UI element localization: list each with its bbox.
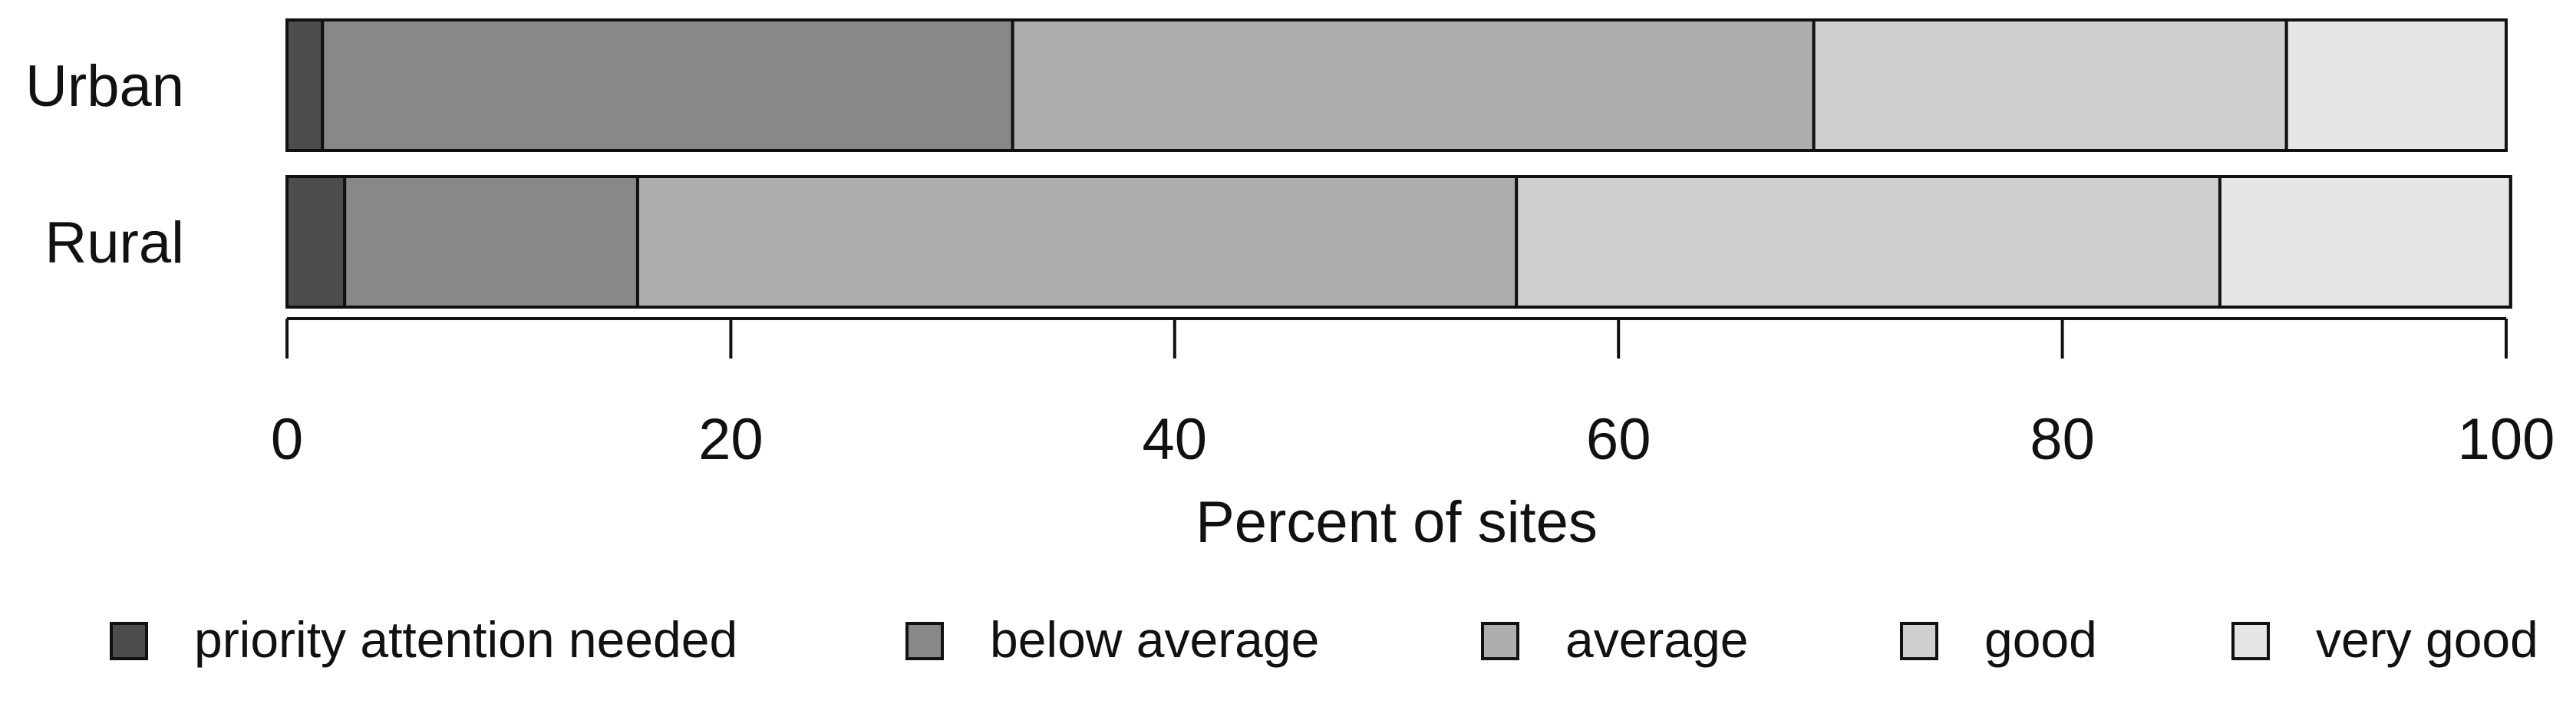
- x-tick-label: 100: [2458, 407, 2555, 472]
- bar-urban-very-good: [2284, 18, 2508, 152]
- x-axis-label: Percent of sites: [1196, 490, 1598, 555]
- x-tick-label: 60: [1586, 407, 1651, 472]
- category-labels: Urban Rural: [25, 54, 184, 276]
- bar-outline-urban: [285, 18, 2508, 152]
- bars-layer: [285, 18, 2512, 309]
- x-tick-label: 80: [2030, 407, 2095, 472]
- category-label-rural: Rural: [45, 210, 184, 276]
- legend-label-average: average: [1565, 611, 1749, 668]
- bar-rural-average: [635, 175, 1519, 309]
- bar-urban-priority-attention-needed: [285, 18, 325, 152]
- x-tick-label: 40: [1143, 407, 1208, 472]
- legend-swatch-very-good: [2231, 622, 2270, 660]
- legend-swatch-good: [1900, 622, 1938, 660]
- legend-swatch-priority-attention-needed: [110, 622, 148, 660]
- legend-swatch-average: [1481, 622, 1519, 660]
- x-tick-label: 0: [271, 407, 303, 472]
- legend-swatch-below-average: [905, 622, 944, 660]
- legend-label-below-average: below average: [990, 611, 1319, 668]
- legend-label-priority-attention-needed: priority attention needed: [194, 611, 737, 668]
- bar-rural-good: [1515, 175, 2221, 309]
- bar-urban-good: [1812, 18, 2288, 152]
- category-label-urban: Urban: [25, 54, 184, 119]
- legend-label-very-good: very good: [2316, 611, 2538, 668]
- bar-rural-very-good: [2218, 175, 2512, 309]
- bar-outline-rural: [285, 175, 2512, 309]
- x-tick-label: 20: [698, 407, 764, 472]
- legend-label-good: good: [1984, 611, 2097, 668]
- x-axis: 0 20 40 60 80 100: [271, 317, 2555, 472]
- bar-rural-priority-attention-needed: [285, 175, 347, 309]
- bar-rural-below-average: [343, 175, 639, 309]
- bar-urban-average: [1011, 18, 1816, 152]
- bar-urban-below-average: [321, 18, 1014, 152]
- legend: priority attention needed below average av…: [110, 611, 2538, 668]
